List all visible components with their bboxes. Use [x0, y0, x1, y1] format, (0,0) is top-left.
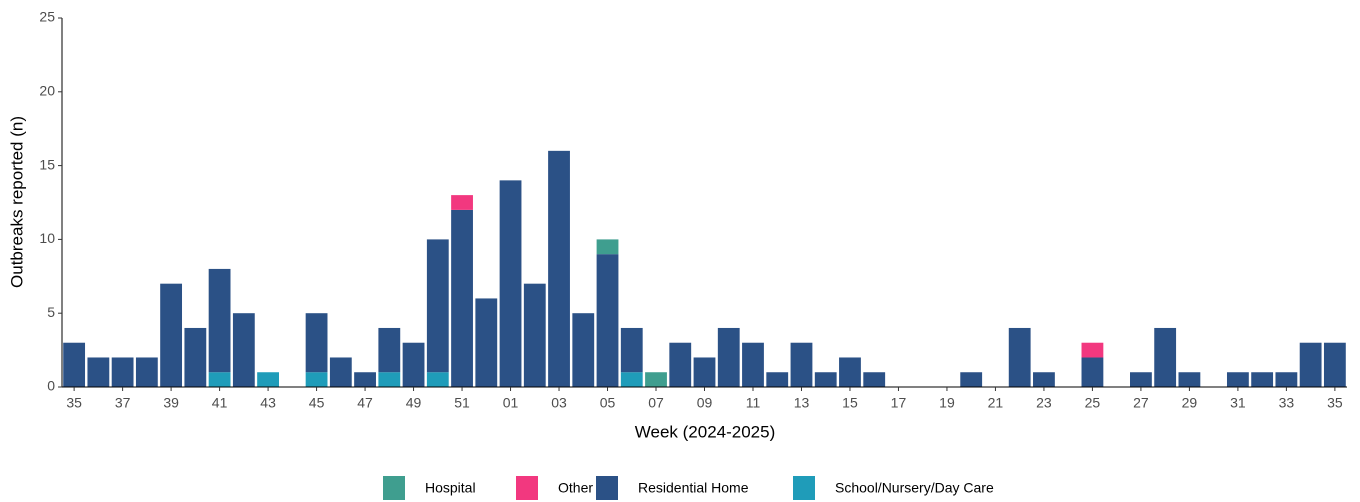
bar-segment — [572, 313, 595, 387]
x-tick-label: 35 — [66, 395, 82, 411]
x-tick-label: 49 — [406, 395, 422, 411]
bar-segment — [814, 372, 837, 387]
x-tick-label: 31 — [1230, 395, 1246, 411]
bar-segment — [669, 342, 692, 387]
bar-segment — [1154, 327, 1177, 387]
y-tick-label: 5 — [47, 304, 55, 320]
bar-segment — [63, 342, 86, 387]
bar-segment — [232, 313, 255, 387]
bar-segment — [1275, 372, 1298, 387]
bar-segment — [402, 342, 425, 387]
x-tick-label: 47 — [357, 395, 373, 411]
legend-label: Other — [558, 480, 593, 496]
bar-segment — [87, 357, 110, 387]
x-tick-label: 41 — [212, 395, 228, 411]
y-tick-label: 0 — [47, 378, 55, 394]
bar-segment — [354, 372, 376, 387]
x-tick-label: 27 — [1133, 395, 1149, 411]
x-tick-label: 21 — [988, 395, 1004, 411]
x-tick-label: 17 — [891, 395, 907, 411]
bar-segment — [451, 195, 473, 210]
bar-segment — [1081, 342, 1104, 358]
bar-segment — [160, 283, 183, 387]
legend-swatch — [596, 476, 618, 500]
x-tick-label: 19 — [939, 395, 955, 411]
x-tick-label: 43 — [260, 395, 276, 411]
x-tick-label: 09 — [697, 395, 713, 411]
bar-segment — [1178, 372, 1201, 387]
bar-segment — [766, 372, 789, 387]
legend-label: Residential Home — [638, 480, 749, 496]
bar-segment — [135, 357, 158, 387]
x-tick-label: 15 — [842, 395, 858, 411]
x-tick-label: 29 — [1182, 395, 1198, 411]
y-axis-title: Outbreaks reported (n) — [7, 116, 26, 288]
x-tick-label: 37 — [115, 395, 131, 411]
bar-segment — [1323, 342, 1346, 387]
bar-segment — [717, 327, 740, 387]
x-axis-title: Week (2024-2025) — [635, 422, 776, 441]
x-tick-label: 39 — [163, 395, 179, 411]
bar-segment — [620, 372, 643, 387]
bar-segment — [1033, 372, 1055, 387]
bar-segment — [1251, 372, 1274, 387]
bar-segment — [1299, 342, 1322, 387]
bar-segment — [1008, 327, 1031, 387]
legend-label: School/Nursery/Day Care — [835, 480, 994, 496]
bar-segment — [208, 268, 231, 373]
bar-segment — [378, 327, 401, 373]
bar-segment — [548, 150, 570, 387]
x-tick-label: 35 — [1327, 395, 1343, 411]
x-tick-label: 07 — [648, 395, 664, 411]
bar-segment — [184, 327, 207, 387]
bar-segment — [208, 372, 231, 387]
bar-segment — [839, 357, 861, 387]
bar-segment — [499, 180, 522, 387]
x-tick-label: 25 — [1085, 395, 1101, 411]
bar-segment — [960, 372, 983, 387]
x-tick-label: 05 — [600, 395, 616, 411]
bar-segment — [426, 239, 449, 373]
bar-segment — [596, 254, 619, 387]
bar-segment — [645, 372, 667, 387]
x-tick-label: 11 — [746, 395, 761, 411]
bar-segment — [596, 239, 619, 255]
bar-segment — [742, 342, 764, 387]
x-tick-label: 03 — [551, 395, 567, 411]
bar-segment — [329, 357, 352, 387]
y-tick-label: 20 — [39, 83, 55, 99]
legend-swatch — [793, 476, 815, 500]
bar-segment — [1130, 372, 1152, 387]
bar-segment — [620, 327, 643, 373]
y-tick-label: 15 — [39, 156, 55, 172]
bar-segment — [378, 372, 401, 387]
bar-segment — [693, 357, 716, 387]
legend-label: Hospital — [425, 480, 476, 496]
bar-segment — [426, 372, 449, 387]
bar-segment — [1226, 372, 1249, 387]
bar-segment — [451, 209, 473, 387]
x-tick-label: 33 — [1279, 395, 1295, 411]
bar-segment — [111, 357, 134, 387]
legend-swatch — [516, 476, 538, 500]
bar-segment — [257, 372, 279, 387]
bar-segment — [790, 342, 813, 387]
legend-swatch — [383, 476, 405, 500]
bar-segment — [1081, 357, 1104, 387]
y-tick-label: 25 — [39, 9, 55, 25]
x-tick-label: 01 — [503, 395, 519, 411]
y-tick-label: 10 — [39, 230, 55, 246]
x-tick-label: 45 — [309, 395, 325, 411]
x-tick-label: 23 — [1036, 395, 1052, 411]
x-tick-label: 13 — [794, 395, 810, 411]
x-tick-label: 51 — [454, 395, 470, 411]
bar-segment — [305, 313, 328, 373]
bar-segment — [523, 283, 546, 387]
bar-segment — [475, 298, 498, 387]
bar-segment — [305, 372, 328, 387]
bar-segment — [863, 372, 886, 387]
